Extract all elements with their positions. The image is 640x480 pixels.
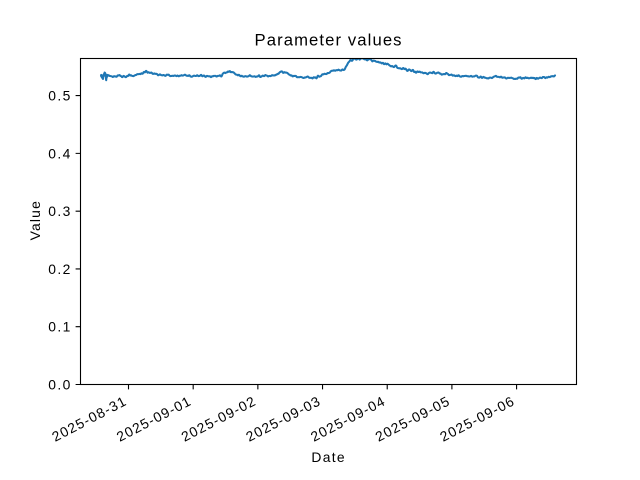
svg-text:0.2: 0.2 [48, 261, 70, 277]
svg-text:0.1: 0.1 [48, 319, 70, 335]
svg-text:Value: Value [27, 201, 43, 240]
svg-text:Parameter values: Parameter values [255, 30, 402, 49]
svg-text:0.4: 0.4 [48, 145, 70, 161]
svg-text:0.5: 0.5 [48, 88, 70, 104]
svg-text:0.3: 0.3 [48, 203, 70, 219]
svg-text:Date: Date [311, 449, 344, 465]
svg-text:0.0: 0.0 [48, 376, 70, 392]
